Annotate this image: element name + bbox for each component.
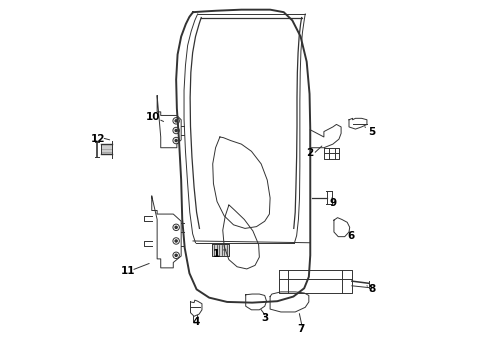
Polygon shape (212, 244, 229, 256)
Text: 3: 3 (261, 313, 269, 323)
Text: 8: 8 (368, 284, 376, 294)
Text: 10: 10 (147, 112, 161, 122)
Text: 9: 9 (329, 198, 337, 208)
Text: 1: 1 (213, 248, 220, 258)
Text: 11: 11 (121, 266, 136, 276)
Text: 4: 4 (193, 317, 200, 327)
Circle shape (175, 130, 177, 132)
Text: 7: 7 (297, 324, 304, 334)
Text: 6: 6 (347, 231, 354, 240)
Circle shape (175, 120, 177, 122)
Circle shape (175, 139, 177, 141)
Text: 12: 12 (91, 134, 105, 144)
Text: 2: 2 (306, 148, 313, 158)
Circle shape (175, 226, 177, 228)
Circle shape (175, 240, 177, 242)
Text: 5: 5 (368, 127, 376, 136)
Circle shape (175, 254, 177, 256)
